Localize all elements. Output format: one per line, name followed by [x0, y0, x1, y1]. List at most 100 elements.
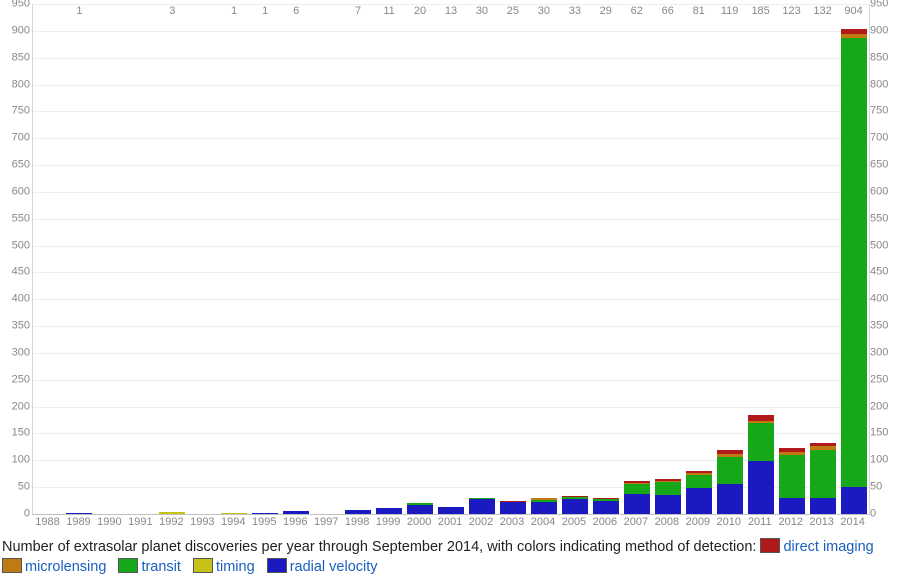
y-tick-right: 750: [870, 106, 900, 117]
bar-slot: [559, 4, 590, 514]
bar-stack-1998: [345, 510, 371, 514]
y-tick-right: 550: [870, 213, 900, 224]
y-tick-left: 550: [0, 213, 30, 224]
y-tick-left: 250: [0, 374, 30, 385]
y-tick-right: 500: [870, 240, 900, 251]
y-tick-right: 650: [870, 160, 900, 171]
legend-item-timing: timing: [193, 557, 255, 577]
plot-area: 1311671120133025303329626681119185123132…: [32, 4, 870, 515]
bar-slot: [652, 4, 683, 514]
x-label: 2010: [713, 516, 744, 528]
bar-stack-2010: [717, 450, 743, 514]
bar-slot: [590, 4, 621, 514]
y-tick-left: 900: [0, 25, 30, 36]
y-tick-left: 300: [0, 347, 30, 358]
bar-slot: [33, 4, 64, 514]
bar-seg-radial_velocity: [686, 488, 712, 514]
x-label: 2006: [589, 516, 620, 528]
x-label: 1990: [94, 516, 125, 528]
x-label: 1997: [311, 516, 342, 528]
legend-swatch: [193, 558, 213, 573]
bar-slot: [714, 4, 745, 514]
bar-seg-radial_velocity: [779, 498, 805, 514]
x-label: 1993: [187, 516, 218, 528]
x-label: 2014: [837, 516, 868, 528]
y-tick-right: 400: [870, 294, 900, 305]
y-tick-left: 650: [0, 160, 30, 171]
x-label: 1998: [342, 516, 373, 528]
legend-label: timing: [216, 559, 255, 575]
y-tick-left: 850: [0, 52, 30, 63]
bar-stack-2011: [748, 415, 774, 514]
bar-stack-2012: [779, 448, 805, 514]
x-label: 2007: [620, 516, 651, 528]
y-tick-left: 700: [0, 133, 30, 144]
bar-stack-2013: [810, 443, 836, 514]
bar-seg-transit: [717, 457, 743, 484]
bar-seg-radial_velocity: [407, 505, 433, 514]
bar-seg-transit: [748, 423, 774, 462]
bar-slot: [405, 4, 436, 514]
bar-seg-radial_velocity: [283, 511, 309, 514]
bar-stack-2006: [593, 498, 619, 514]
bar-stack-1999: [376, 508, 402, 514]
legend-item-radial_velocity: radial velocity: [267, 557, 378, 577]
bar-slot: [498, 4, 529, 514]
bar-seg-transit: [624, 484, 650, 494]
legend-swatch: [760, 538, 780, 553]
bar-stack-2000: [407, 503, 433, 514]
x-label: 2005: [558, 516, 589, 528]
bar-seg-radial_velocity: [593, 501, 619, 514]
bar-stack-2004: [531, 498, 557, 514]
x-label: 1999: [373, 516, 404, 528]
y-tick-right: 850: [870, 52, 900, 63]
legend-item-transit: transit: [118, 557, 181, 577]
bar-slot: [281, 4, 312, 514]
bar-slot: [467, 4, 498, 514]
x-axis-labels: 1988198919901991199219931994199519961997…: [32, 516, 868, 528]
y-tick-left: 0: [0, 509, 30, 520]
x-label: 2002: [466, 516, 497, 528]
bar-seg-radial_velocity: [717, 484, 743, 514]
bar-slot: [157, 4, 188, 514]
bar-slot: [529, 4, 560, 514]
bar-slot: [621, 4, 652, 514]
y-tick-left: 800: [0, 79, 30, 90]
y-tick-left: 100: [0, 455, 30, 466]
x-label: 1991: [125, 516, 156, 528]
bar-slot: [374, 4, 405, 514]
bar-seg-transit: [655, 482, 681, 495]
bar-seg-transit: [810, 450, 836, 498]
y-tick-right: 450: [870, 267, 900, 278]
y-tick-left: 50: [0, 482, 30, 493]
bar-slot: [683, 4, 714, 514]
bar-stack-1996: [283, 511, 309, 514]
bar-seg-radial_velocity: [66, 513, 92, 514]
x-label: 2011: [744, 516, 775, 528]
x-label: 1994: [218, 516, 249, 528]
bar-slot: [436, 4, 467, 514]
x-label: 2008: [651, 516, 682, 528]
x-label: 1989: [63, 516, 94, 528]
x-label: 2009: [682, 516, 713, 528]
bar-stack-1994: [221, 513, 247, 514]
bar-stack-1992: [159, 512, 185, 514]
bar-stack-2009: [686, 471, 712, 514]
y-tick-right: 100: [870, 455, 900, 466]
bar-slot: [64, 4, 95, 514]
legend-label: transit: [141, 559, 181, 575]
x-label: 1996: [280, 516, 311, 528]
y-tick-right: 200: [870, 401, 900, 412]
bar-slot: [188, 4, 219, 514]
chart-caption: Number of extrasolar planet discoveries …: [2, 537, 898, 577]
y-tick-left: 200: [0, 401, 30, 412]
bar-slot: [745, 4, 776, 514]
legend-label: microlensing: [25, 559, 106, 575]
y-tick-right: 950: [870, 0, 900, 10]
y-tick-right: 0: [870, 509, 900, 520]
bar-stack-2005: [562, 496, 588, 514]
bar-slot: [95, 4, 126, 514]
x-label: 1988: [32, 516, 63, 528]
legend-item-microlensing: microlensing: [2, 557, 106, 577]
x-label: 2013: [806, 516, 837, 528]
